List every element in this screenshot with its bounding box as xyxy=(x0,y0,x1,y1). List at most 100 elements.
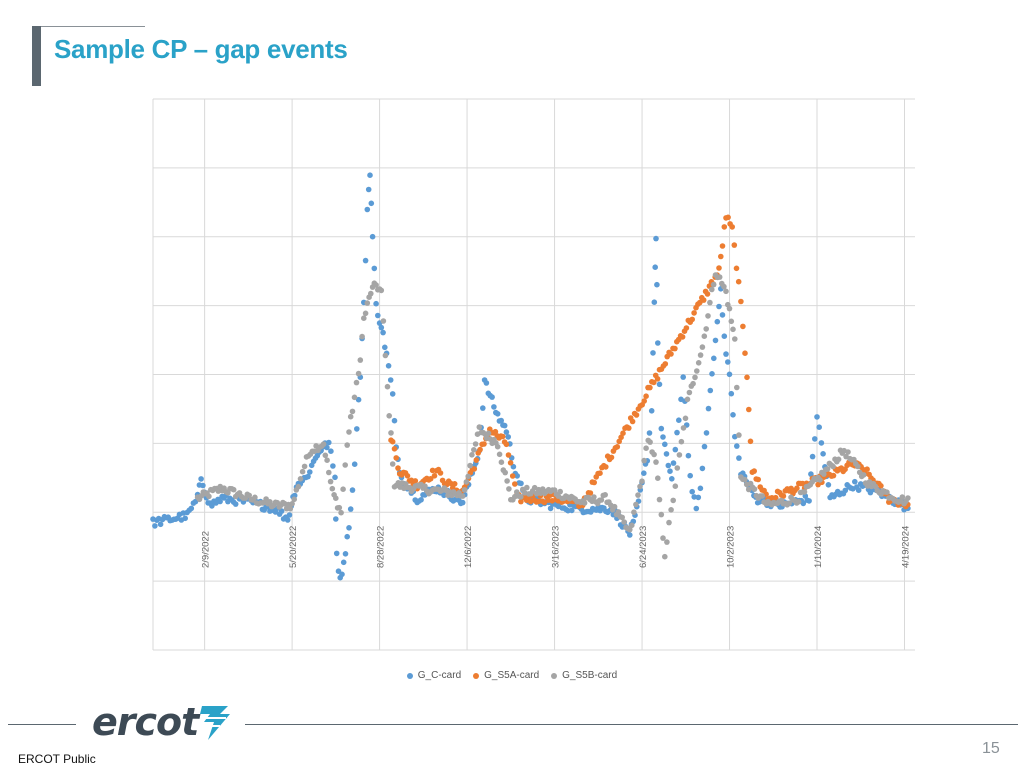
data-point xyxy=(603,464,609,470)
data-point xyxy=(339,571,345,578)
data-point xyxy=(633,501,639,508)
data-point xyxy=(672,446,679,453)
data-point xyxy=(730,326,736,333)
data-point xyxy=(353,379,360,386)
data-point xyxy=(818,440,825,446)
logo-wordmark: ercot xyxy=(92,700,199,744)
data-point xyxy=(662,441,668,448)
data-point xyxy=(507,460,514,466)
data-point xyxy=(422,483,428,490)
data-point xyxy=(641,398,647,404)
data-point xyxy=(611,503,618,510)
data-point xyxy=(651,299,658,306)
data-point xyxy=(188,505,195,512)
data-point xyxy=(721,283,727,290)
footer-rule-right xyxy=(245,724,1018,725)
data-point xyxy=(591,479,597,486)
data-point xyxy=(852,478,858,485)
data-point xyxy=(699,465,706,472)
data-point xyxy=(751,486,758,492)
data-point xyxy=(342,462,349,468)
x-tick-label: 12/6/2022 xyxy=(463,526,474,568)
data-point xyxy=(591,494,597,500)
data-point xyxy=(772,494,779,501)
data-point xyxy=(719,312,726,318)
data-point xyxy=(643,445,649,452)
data-point xyxy=(375,312,381,319)
data-point xyxy=(691,494,697,500)
data-point xyxy=(472,441,479,447)
data-point xyxy=(658,425,665,432)
x-tick-label: 10/2/2023 xyxy=(726,526,737,568)
data-point xyxy=(320,441,327,447)
data-point xyxy=(707,299,713,306)
data-point xyxy=(614,444,621,450)
data-point xyxy=(704,291,711,297)
data-point xyxy=(637,483,643,490)
data-point xyxy=(689,316,695,323)
scatter-chart: 2/9/2022 5/20/2022 8/28/2022 12/6/2022 3/16/… xyxy=(150,98,915,651)
series-G_C-card xyxy=(150,172,911,581)
x-tick-label: 1/10/2024 xyxy=(813,526,824,568)
data-point xyxy=(627,526,633,533)
legend-marker xyxy=(551,672,558,679)
data-point xyxy=(418,497,424,503)
data-point xyxy=(346,429,352,435)
data-point xyxy=(680,425,687,431)
data-point xyxy=(299,468,306,475)
chart-legend: G_C-card G_S5A-card G_S5B-card xyxy=(0,670,1024,682)
data-point xyxy=(200,482,206,489)
data-point xyxy=(795,499,802,505)
data-point xyxy=(664,539,670,545)
data-point xyxy=(674,429,680,436)
data-point xyxy=(716,303,722,310)
data-point xyxy=(152,523,158,529)
data-point xyxy=(660,434,666,440)
x-tick-labels: 2/9/2022 5/20/2022 8/28/2022 12/6/2022 3/16/… xyxy=(201,526,912,568)
data-point xyxy=(721,333,728,340)
data-point xyxy=(723,288,729,295)
data-point xyxy=(641,457,647,464)
data-point xyxy=(674,465,681,471)
legend-item: G_S5A-card xyxy=(473,670,539,681)
data-point xyxy=(246,492,252,499)
data-point xyxy=(404,473,411,479)
legend-item: G_S5B-card xyxy=(551,670,617,681)
data-point xyxy=(806,498,812,504)
data-point xyxy=(682,415,689,422)
x-tick-label: 8/28/2022 xyxy=(376,526,387,568)
data-point xyxy=(367,172,373,178)
data-point xyxy=(672,483,679,490)
data-point xyxy=(284,517,291,523)
data-point xyxy=(371,265,378,272)
data-point xyxy=(672,345,678,352)
data-point xyxy=(267,499,273,505)
data-point xyxy=(364,206,371,213)
data-point xyxy=(389,391,396,397)
data-point xyxy=(301,463,308,470)
data-point xyxy=(851,456,857,463)
data-point xyxy=(658,511,665,518)
data-point xyxy=(378,324,385,331)
data-point xyxy=(746,406,752,413)
data-point xyxy=(808,471,814,477)
data-point xyxy=(328,448,334,455)
data-point xyxy=(351,461,358,468)
data-point xyxy=(388,430,394,436)
data-point xyxy=(725,214,731,221)
slide-title: Sample CP – gap events xyxy=(54,34,348,64)
data-point xyxy=(726,371,733,378)
data-point xyxy=(217,498,223,505)
data-point xyxy=(709,286,715,293)
data-point xyxy=(731,242,738,248)
data-point xyxy=(728,390,735,397)
data-point xyxy=(473,457,480,463)
data-point xyxy=(719,243,726,249)
data-point xyxy=(471,447,477,453)
data-point xyxy=(291,496,298,503)
data-point xyxy=(650,350,656,356)
data-point xyxy=(355,396,362,403)
data-point xyxy=(587,490,594,496)
data-point xyxy=(690,380,696,387)
data-point xyxy=(287,505,294,512)
